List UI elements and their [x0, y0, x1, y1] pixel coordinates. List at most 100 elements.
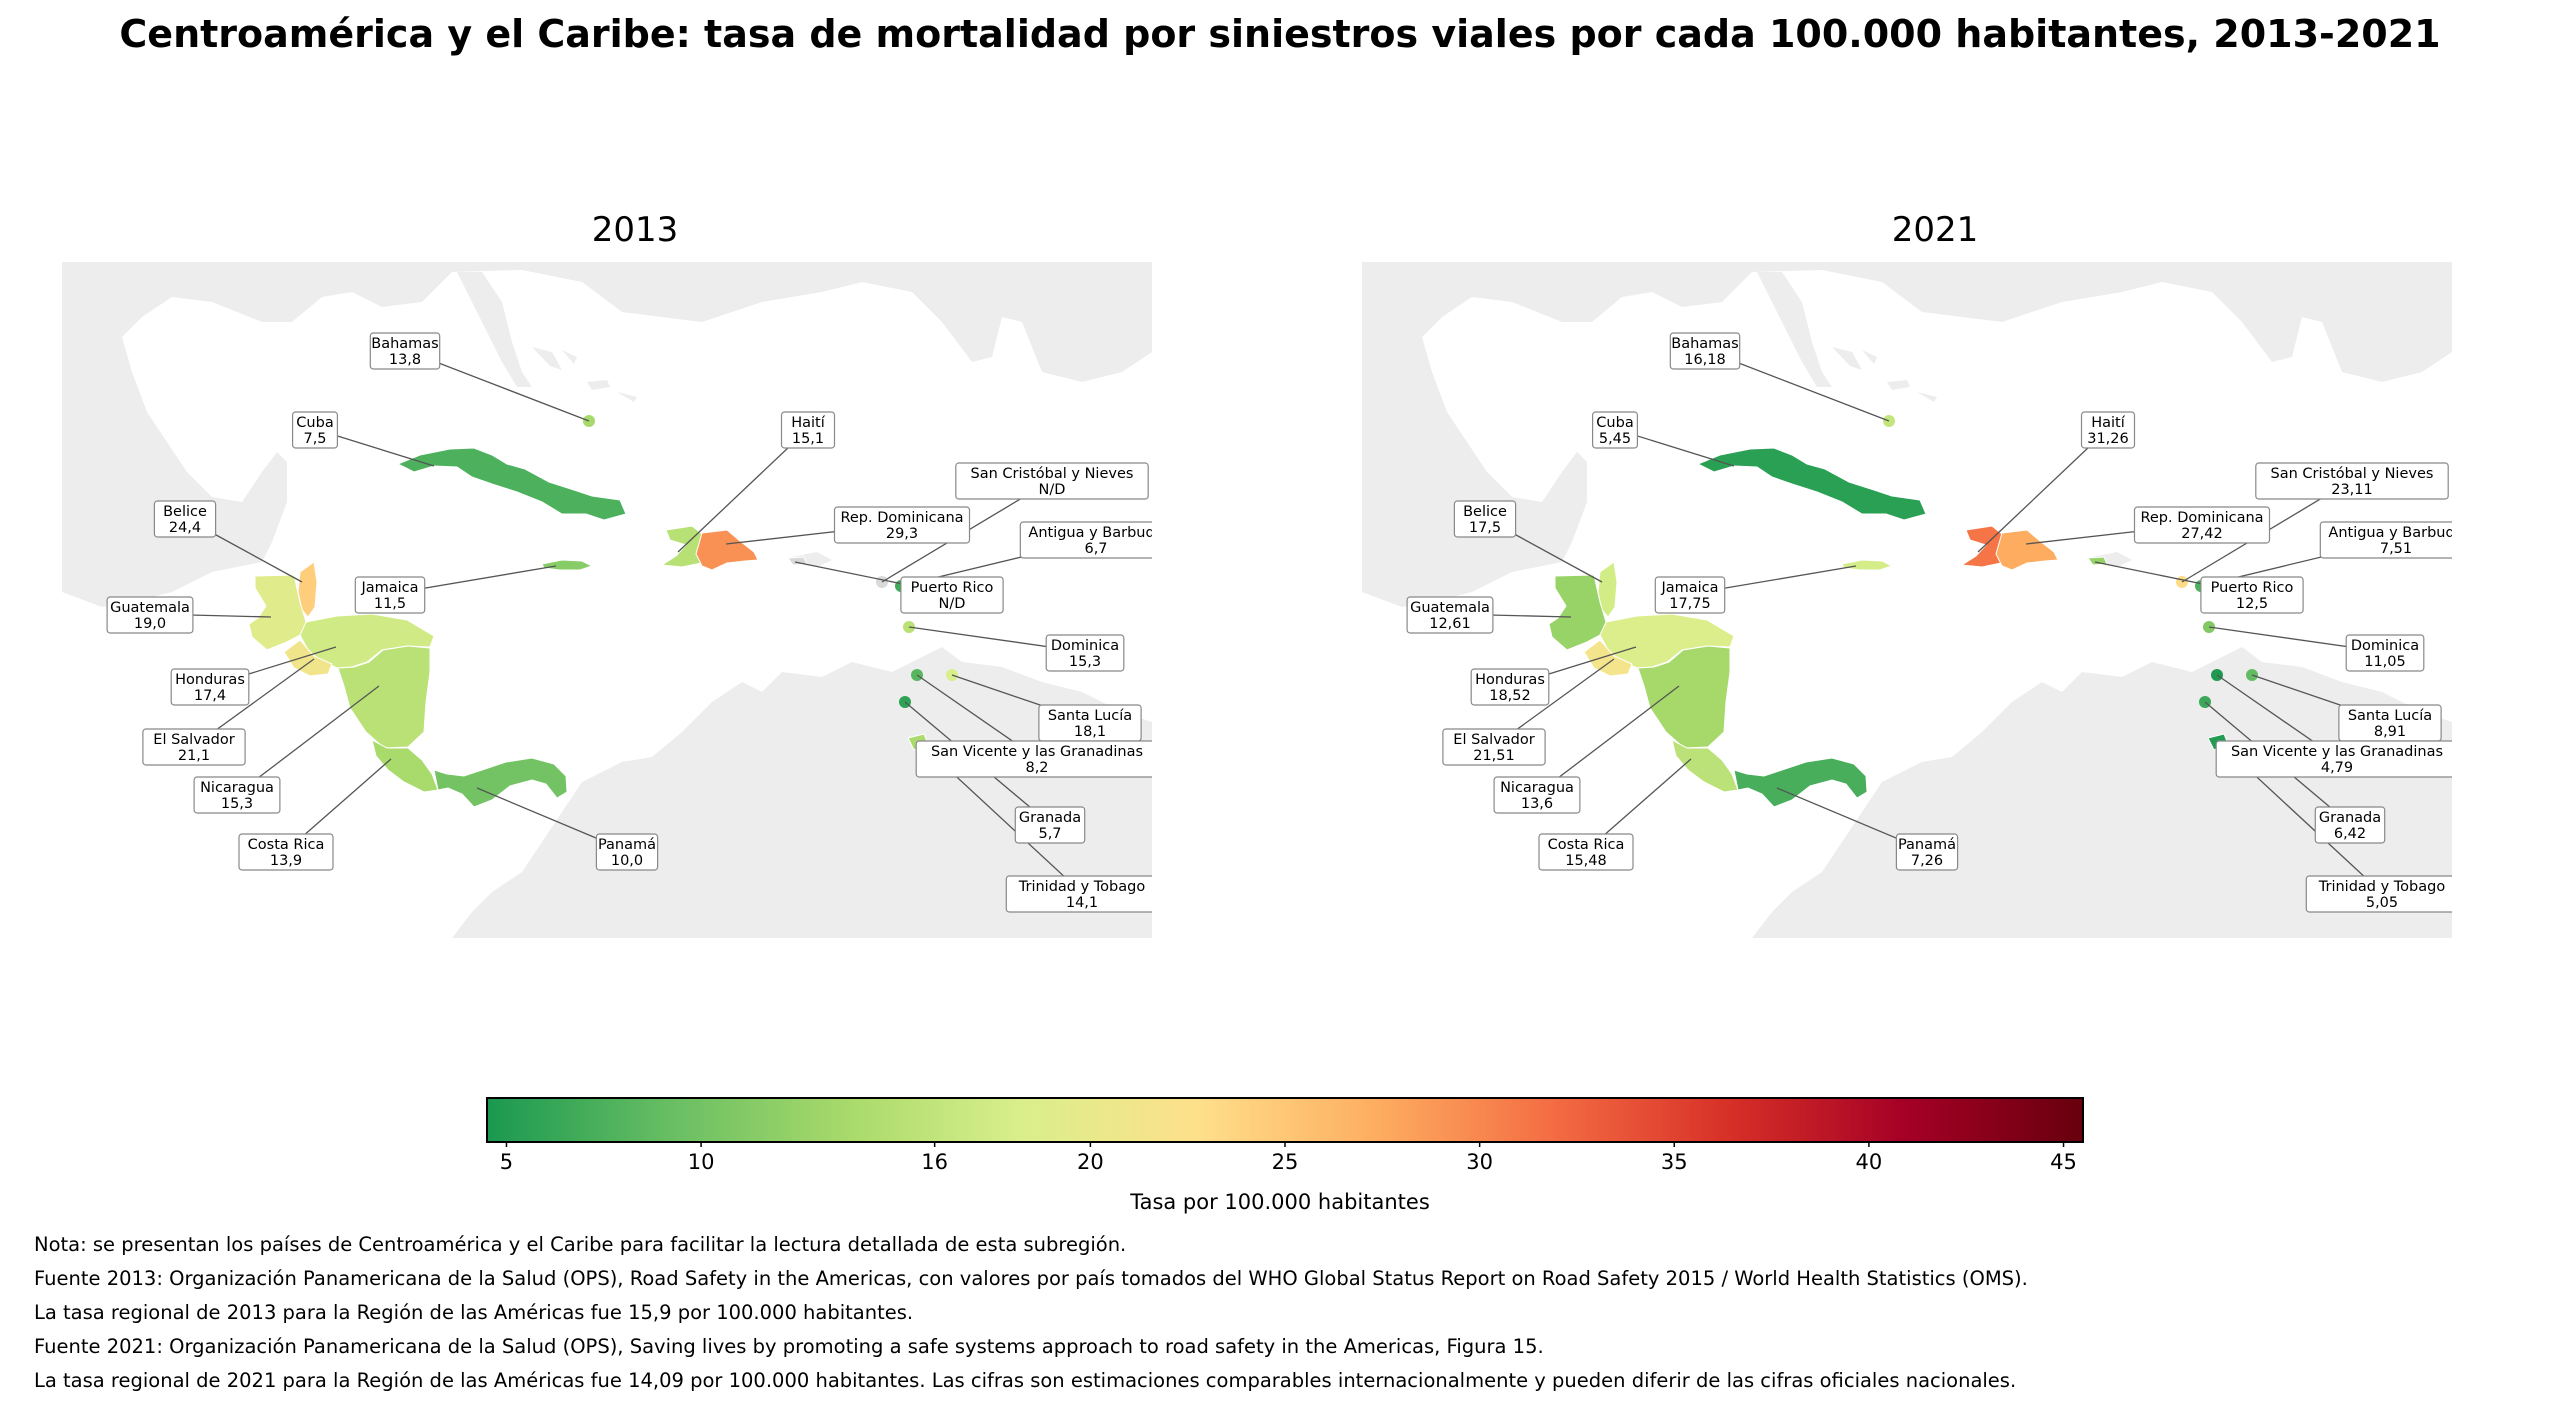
- land-shape: [62, 262, 1152, 382]
- label-value: 10,0: [611, 853, 643, 869]
- land-shape: [562, 350, 577, 364]
- panel-title-2021: 2021: [1891, 210, 1979, 250]
- land-shape: [617, 392, 637, 402]
- label-name: Jamaica: [360, 580, 418, 596]
- label-name: Granada: [2319, 810, 2381, 826]
- note-line: Fuente 2021: Organización Panamericana d…: [34, 1335, 1544, 1358]
- note-line: La tasa regional de 2013 para la Región …: [34, 1301, 914, 1324]
- country-panama: [433, 757, 568, 808]
- label-name: Belice: [163, 504, 207, 520]
- label-box: [1406, 596, 1494, 634]
- land-shape: [1757, 272, 1832, 387]
- country-jamaica: [1841, 559, 1894, 571]
- label-value: 17,75: [1669, 596, 1711, 612]
- label-name: San Cristóbal y Nieves: [971, 466, 1134, 482]
- country-guatemala: [248, 574, 307, 651]
- colorbar-tick-label: 40: [1855, 1150, 1883, 1174]
- label-value: 5,05: [2366, 895, 2398, 911]
- label-box: [1470, 668, 1550, 706]
- colorbar-tick-label: 30: [1466, 1150, 1493, 1174]
- country-repdom: [695, 529, 759, 571]
- country-costarica: [1671, 739, 1739, 793]
- country-jamaica: [541, 559, 594, 571]
- label-name: Antigua y Barbuda: [2328, 525, 2452, 541]
- label-box: [2215, 740, 2452, 778]
- page-title: Centroamérica y el Caribe: tasa de morta…: [119, 12, 2441, 56]
- label-value: 12,5: [2236, 596, 2268, 612]
- label-name: Bahamas: [1671, 336, 1738, 352]
- label-box: [238, 833, 334, 871]
- colorbar-tick-label: 35: [1660, 1150, 1688, 1174]
- land-shape: [1362, 322, 1587, 607]
- label-name: Honduras: [175, 672, 245, 688]
- label-value: 7,26: [1911, 853, 1943, 869]
- country-salvador: [1583, 639, 1633, 677]
- label-name: Cuba: [296, 415, 333, 431]
- label-value: N/D: [939, 596, 966, 612]
- label-name: Nicaragua: [200, 780, 274, 796]
- label-box: [193, 776, 281, 814]
- label-box: [595, 833, 659, 871]
- land-shape: [62, 322, 287, 607]
- label-value: 5,45: [1599, 431, 1631, 447]
- label-value: 8,91: [2374, 724, 2406, 740]
- label-value: 6,7: [1084, 541, 1107, 557]
- label-name: San Cristóbal y Nieves: [2271, 466, 2434, 482]
- colorbar-tick-label: 25: [1271, 1150, 1299, 1174]
- colorbar-tick-label: 10: [687, 1150, 715, 1174]
- label-box: [106, 596, 194, 634]
- label-value: 11,05: [2364, 654, 2406, 670]
- label-value: 18,1: [1074, 724, 1106, 740]
- label-value: 23,11: [2331, 482, 2373, 498]
- land-shape: [457, 272, 532, 387]
- label-name: Rep. Dominicana: [2140, 510, 2263, 526]
- colorbar-tick-label: 16: [921, 1150, 949, 1174]
- label-name: Dominica: [1051, 638, 1119, 654]
- label-name: Costa Rica: [1548, 837, 1625, 853]
- note-line: Fuente 2013: Organización Panamericana d…: [34, 1267, 2028, 1290]
- colorbar-tick-label: 5: [499, 1150, 514, 1174]
- label-name: Santa Lucía: [1048, 708, 1132, 724]
- label-box: [1654, 576, 1726, 614]
- land-shape: [1887, 380, 1910, 390]
- label-value: 5,7: [1038, 826, 1061, 842]
- country-nicaragua: [1637, 645, 1731, 749]
- label-value: 15,48: [1565, 853, 1607, 869]
- label-name: Santa Lucía: [2348, 708, 2432, 724]
- label-box: [2133, 506, 2271, 544]
- label-name: Trinidad y Tobago: [1018, 879, 1146, 895]
- label-box: [369, 332, 441, 370]
- label-value: 17,5: [1469, 520, 1501, 536]
- label-value: 6,42: [2334, 826, 2366, 842]
- label-box: [2080, 411, 2136, 449]
- label-value: 21,51: [1473, 748, 1515, 764]
- label-box: [2345, 634, 2425, 672]
- label-value: 7,5: [303, 431, 326, 447]
- label-box: [1014, 806, 1086, 844]
- label-name: El Salvador: [1453, 732, 1534, 748]
- leader-line-haiti: [1977, 428, 2109, 553]
- label-box: [780, 411, 836, 449]
- label-box: [2200, 576, 2304, 614]
- colorbar-tick-label: 45: [2050, 1150, 2077, 1174]
- label-name: Puerto Rico: [2211, 580, 2294, 596]
